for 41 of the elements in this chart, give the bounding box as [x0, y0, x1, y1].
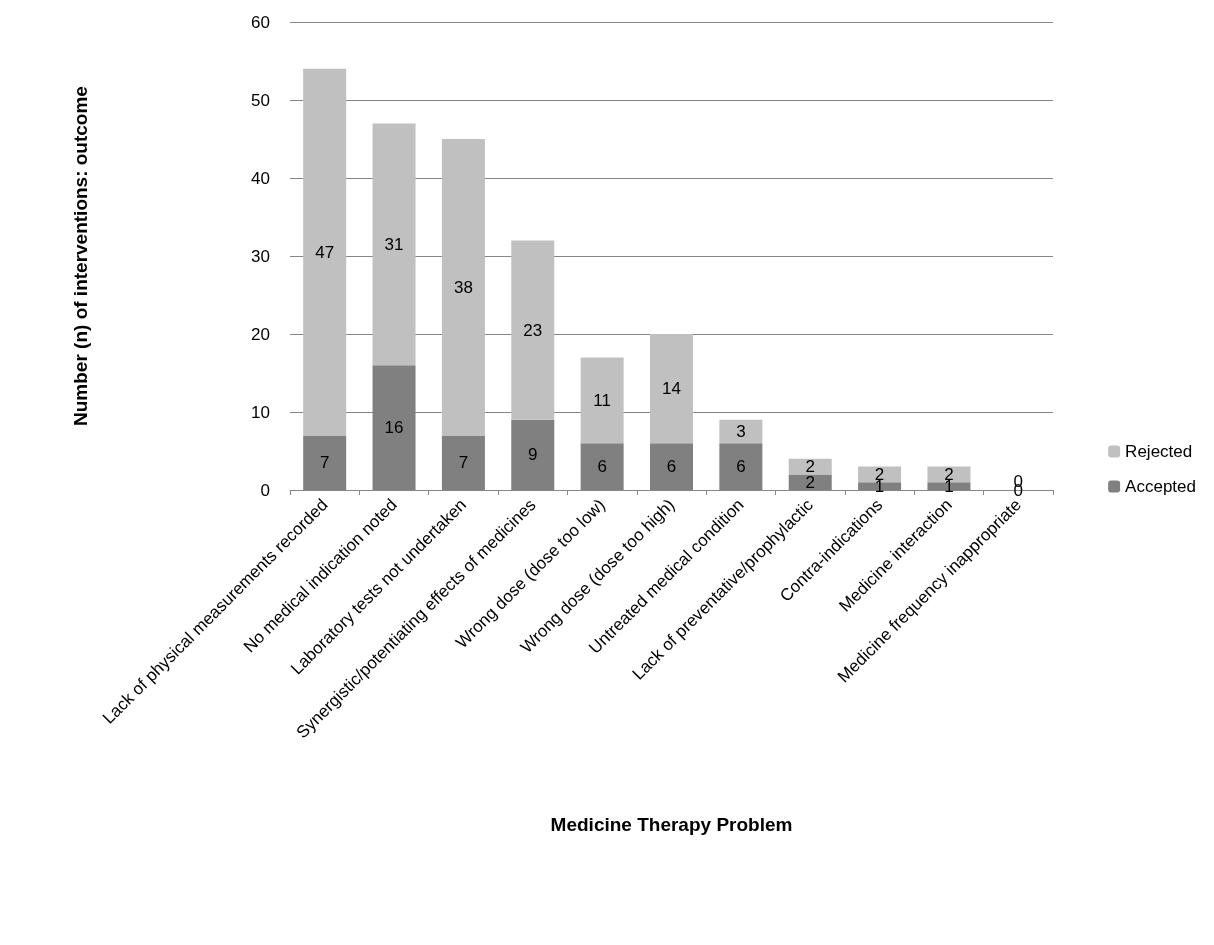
y-tick-label: 10	[251, 402, 270, 422]
data-label: 38	[453, 277, 473, 297]
data-label: 6	[597, 457, 607, 477]
data-label: 3	[736, 422, 746, 441]
y-tick-label: 40	[251, 168, 270, 188]
bar	[788, 474, 832, 490]
data-label: 14	[662, 379, 681, 399]
bar	[580, 357, 624, 444]
data-label: 47	[315, 242, 335, 262]
data-label: 6	[666, 457, 677, 477]
bar	[303, 435, 347, 490]
legend-label: Rejected	[1125, 442, 1193, 461]
bar	[511, 240, 555, 420]
data-label: 9	[528, 445, 538, 465]
y-tick-label: 60	[251, 12, 270, 32]
bar	[441, 435, 485, 490]
bar	[372, 123, 416, 366]
data-label: 31	[384, 234, 404, 254]
bar	[858, 482, 902, 490]
legend-label: Accepted	[1125, 477, 1197, 496]
bar	[511, 419, 555, 490]
data-label: 7	[319, 453, 330, 473]
bar	[719, 443, 763, 490]
y-tick-label: 30	[251, 246, 270, 266]
data-label: 7	[458, 453, 469, 473]
bar	[441, 139, 485, 436]
data-label: 11	[593, 390, 611, 410]
bar	[580, 443, 624, 490]
data-label: 23	[523, 320, 543, 340]
bar	[650, 443, 693, 490]
data-label: 6	[736, 457, 746, 477]
bar	[927, 482, 971, 490]
bar	[303, 68, 347, 436]
bar	[650, 334, 693, 444]
y-tick-label: 20	[251, 324, 270, 344]
y-tick-label: 50	[251, 90, 270, 110]
x-axis-title: Medicine Therapy Problem	[550, 814, 793, 835]
data-label: 16	[384, 418, 404, 438]
bar	[719, 419, 763, 444]
y-tick-label: 0	[260, 480, 270, 500]
y-axis-title: Number (n) of interventions: outcome	[70, 86, 91, 426]
